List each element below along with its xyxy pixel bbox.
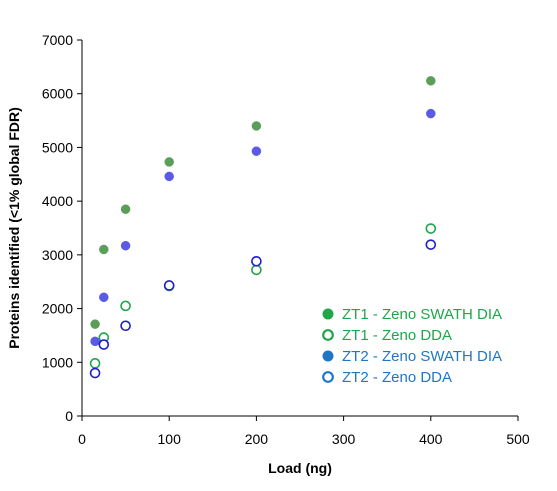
data-point-series-1 [90,319,100,329]
y-tick-label: 6000 [42,86,73,102]
data-point-series-2 [89,358,101,369]
y-tick-label: 1000 [42,354,73,370]
data-point-series-1 [120,204,131,214]
data-point-series-3 [99,292,109,303]
data-point-series-1 [426,76,436,86]
x-tick-label: 500 [506,431,530,447]
data-point-series-3 [164,171,174,182]
x-tick-label: 200 [245,431,269,447]
legend-label: ZT1 - Zeno DDA [342,327,452,344]
y-tick-label: 2000 [42,301,73,317]
data-point-series-1 [99,244,109,255]
legend-marker [322,371,334,383]
data-point-series-4 [163,280,175,291]
legend: ZT1 - Zeno SWATH DIA ZT1 - Zeno DDA ZT2 - … [322,306,502,386]
data-point-series-3 [120,240,131,251]
y-axis-title: Proteins identified (<1% global FDR) [6,107,22,349]
data-point-series-4 [89,367,101,379]
x-tick-label: 0 [78,431,86,447]
data-point-series-1 [251,121,262,131]
x-axis-title: Load (ng) [268,460,332,476]
y-tick-label: 7000 [42,32,73,48]
legend-label: ZT2 - Zeno SWATH DIA [342,348,502,365]
x-tick-label: 400 [419,431,443,447]
data-point-series-3 [426,108,436,119]
data-point-series-2 [120,300,131,312]
y-tick-label: 0 [65,408,73,424]
data-point-series-2 [251,264,262,276]
data-point-series-4 [120,320,131,332]
axes [81,40,518,417]
data-point-series-4 [251,256,262,267]
y-tick-label: 4000 [42,193,73,209]
x-ticks: 0 100 200 300 400 500 [78,416,530,447]
legend-marker [322,350,334,362]
data-points [89,76,437,379]
x-tick-label: 100 [158,431,182,447]
y-tick-label: 5000 [42,139,73,155]
data-point-series-1 [164,157,174,167]
legend-marker [322,308,334,320]
y-ticks: 0 1000 2000 3000 4000 5000 6000 7000 [42,32,82,424]
data-point-series-3 [251,146,262,156]
data-point-series-2 [425,223,437,234]
y-tick-label: 3000 [42,247,73,263]
legend-label: ZT1 - Zeno SWATH DIA [342,306,502,323]
data-point-series-4 [425,239,437,250]
data-point-series-4 [98,339,110,350]
legend-label: ZT2 - Zeno DDA [342,369,452,386]
data-point-series-3 [90,336,100,347]
legend-marker [322,329,334,341]
x-tick-label: 300 [332,431,356,447]
